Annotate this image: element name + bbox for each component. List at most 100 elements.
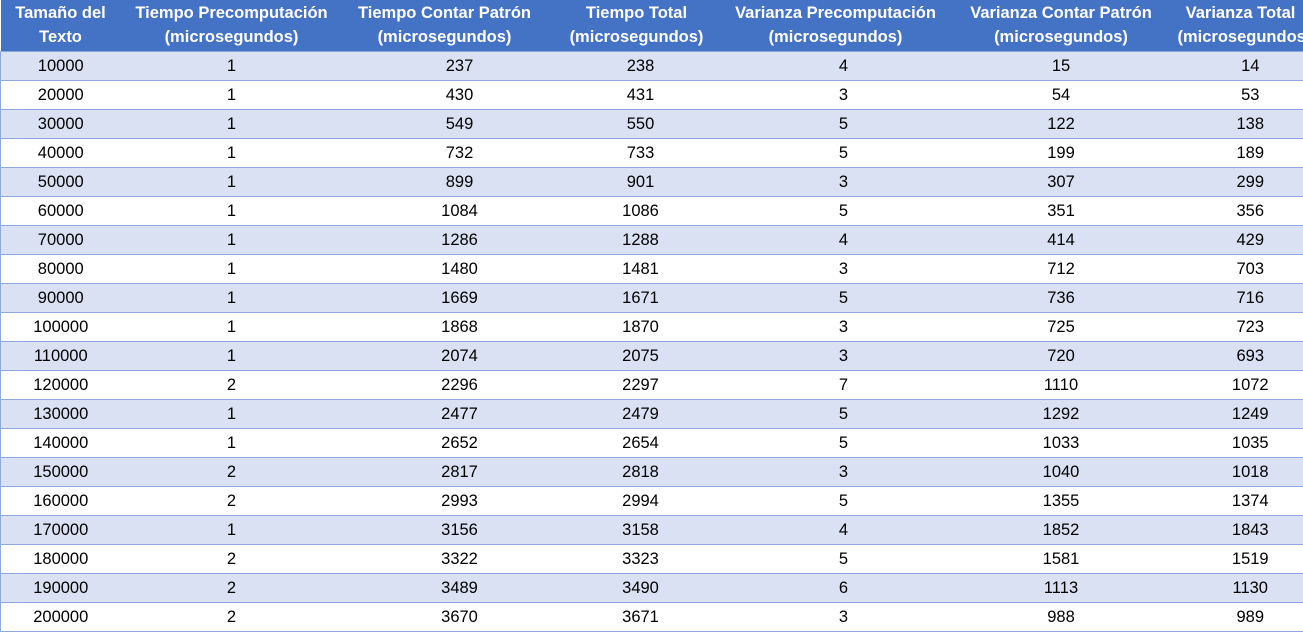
header-count-pattern-variance: Varianza Contar Patrón(microsegundos) xyxy=(945,0,1178,52)
total-time-cell: 1671 xyxy=(547,284,727,313)
header-line: Texto xyxy=(39,28,82,46)
precomputation-variance-cell: 5 xyxy=(727,197,945,226)
count-pattern-time-cell: 3489 xyxy=(343,574,547,603)
precomputation-variance-cell: 5 xyxy=(727,139,945,168)
total-variance-cell: 1374 xyxy=(1178,487,1303,516)
count-pattern-time-cell: 2074 xyxy=(343,342,547,371)
count-pattern-time-cell: 3322 xyxy=(343,545,547,574)
count-pattern-variance-cell: 1033 xyxy=(945,429,1178,458)
precomputation-time-cell: 2 xyxy=(121,545,343,574)
header-line: (microsegundos) xyxy=(769,28,903,46)
precomputation-variance-cell: 4 xyxy=(727,516,945,545)
count-pattern-variance-cell: 720 xyxy=(945,342,1178,371)
precomputation-time-cell: 2 xyxy=(121,603,343,632)
precomputation-variance-cell: 6 xyxy=(727,574,945,603)
total-time-cell: 1870 xyxy=(547,313,727,342)
total-time-cell: 2297 xyxy=(547,371,727,400)
precomputation-variance-cell: 5 xyxy=(727,487,945,516)
total-variance-cell: 1249 xyxy=(1178,400,1303,429)
count-pattern-variance-cell: 1355 xyxy=(945,487,1178,516)
header-total-variance: Varianza Total(microsegundos) xyxy=(1178,0,1303,52)
header-line: Tiempo Precomputación xyxy=(135,4,327,22)
text-size-cell: 60000 xyxy=(1,197,121,226)
total-variance-cell: 703 xyxy=(1178,255,1303,284)
count-pattern-variance-cell: 1113 xyxy=(945,574,1178,603)
precomputation-time-cell: 2 xyxy=(121,371,343,400)
text-size-cell: 10000 xyxy=(1,52,121,81)
total-variance-cell: 989 xyxy=(1178,603,1303,632)
total-variance-cell: 716 xyxy=(1178,284,1303,313)
precomputation-time-cell: 2 xyxy=(121,487,343,516)
count-pattern-variance-cell: 414 xyxy=(945,226,1178,255)
precomputation-time-cell: 1 xyxy=(121,168,343,197)
count-pattern-time-cell: 1286 xyxy=(343,226,547,255)
precomputation-time-cell: 1 xyxy=(121,139,343,168)
total-time-cell: 431 xyxy=(547,81,727,110)
precomputation-time-cell: 1 xyxy=(121,342,343,371)
count-pattern-variance-cell: 199 xyxy=(945,139,1178,168)
precomputation-time-cell: 1 xyxy=(121,197,343,226)
precomputation-time-cell: 1 xyxy=(121,400,343,429)
text-size-cell: 20000 xyxy=(1,81,121,110)
header-line: (microsegundos) xyxy=(570,28,704,46)
count-pattern-time-cell: 430 xyxy=(343,81,547,110)
count-pattern-time-cell: 2652 xyxy=(343,429,547,458)
precomputation-variance-cell: 3 xyxy=(727,458,945,487)
count-pattern-time-cell: 1669 xyxy=(343,284,547,313)
precomputation-variance-cell: 5 xyxy=(727,545,945,574)
total-time-cell: 1288 xyxy=(547,226,727,255)
header-line: Tiempo Contar Patrón xyxy=(358,4,531,22)
total-variance-cell: 189 xyxy=(1178,139,1303,168)
text-size-cell: 150000 xyxy=(1,458,121,487)
text-size-cell: 110000 xyxy=(1,342,121,371)
total-variance-cell: 1130 xyxy=(1178,574,1303,603)
count-pattern-time-cell: 732 xyxy=(343,139,547,168)
precomputation-variance-cell: 3 xyxy=(727,81,945,110)
precomputation-time-cell: 1 xyxy=(121,226,343,255)
total-variance-cell: 723 xyxy=(1178,313,1303,342)
precomputation-time-cell: 1 xyxy=(121,255,343,284)
text-size-cell: 100000 xyxy=(1,313,121,342)
header-precomputation-time: Tiempo Precomputación(microsegundos) xyxy=(121,0,343,52)
total-variance-cell: 1072 xyxy=(1178,371,1303,400)
precomputation-time-cell: 1 xyxy=(121,110,343,139)
precomputation-variance-cell: 3 xyxy=(727,603,945,632)
total-time-cell: 550 xyxy=(547,110,727,139)
total-time-cell: 3490 xyxy=(547,574,727,603)
total-time-cell: 1481 xyxy=(547,255,727,284)
precomputation-time-cell: 1 xyxy=(121,516,343,545)
header-line: Tiempo Total xyxy=(586,4,687,22)
total-variance-cell: 1843 xyxy=(1178,516,1303,545)
total-time-cell: 2075 xyxy=(547,342,727,371)
count-pattern-variance-cell: 1852 xyxy=(945,516,1178,545)
precomputation-variance-cell: 3 xyxy=(727,342,945,371)
total-time-cell: 2994 xyxy=(547,487,727,516)
text-size-cell: 180000 xyxy=(1,545,121,574)
precomputation-time-cell: 1 xyxy=(121,429,343,458)
count-pattern-variance-cell: 712 xyxy=(945,255,1178,284)
count-pattern-variance-cell: 54 xyxy=(945,81,1178,110)
count-pattern-variance-cell: 736 xyxy=(945,284,1178,313)
header-total-time: Tiempo Total (microsegundos) xyxy=(547,0,727,52)
precomputation-time-cell: 1 xyxy=(121,313,343,342)
count-pattern-time-cell: 1084 xyxy=(343,197,547,226)
total-variance-cell: 138 xyxy=(1178,110,1303,139)
text-size-cell: 30000 xyxy=(1,110,121,139)
precomputation-variance-cell: 5 xyxy=(727,400,945,429)
count-pattern-variance-cell: 15 xyxy=(945,52,1178,81)
